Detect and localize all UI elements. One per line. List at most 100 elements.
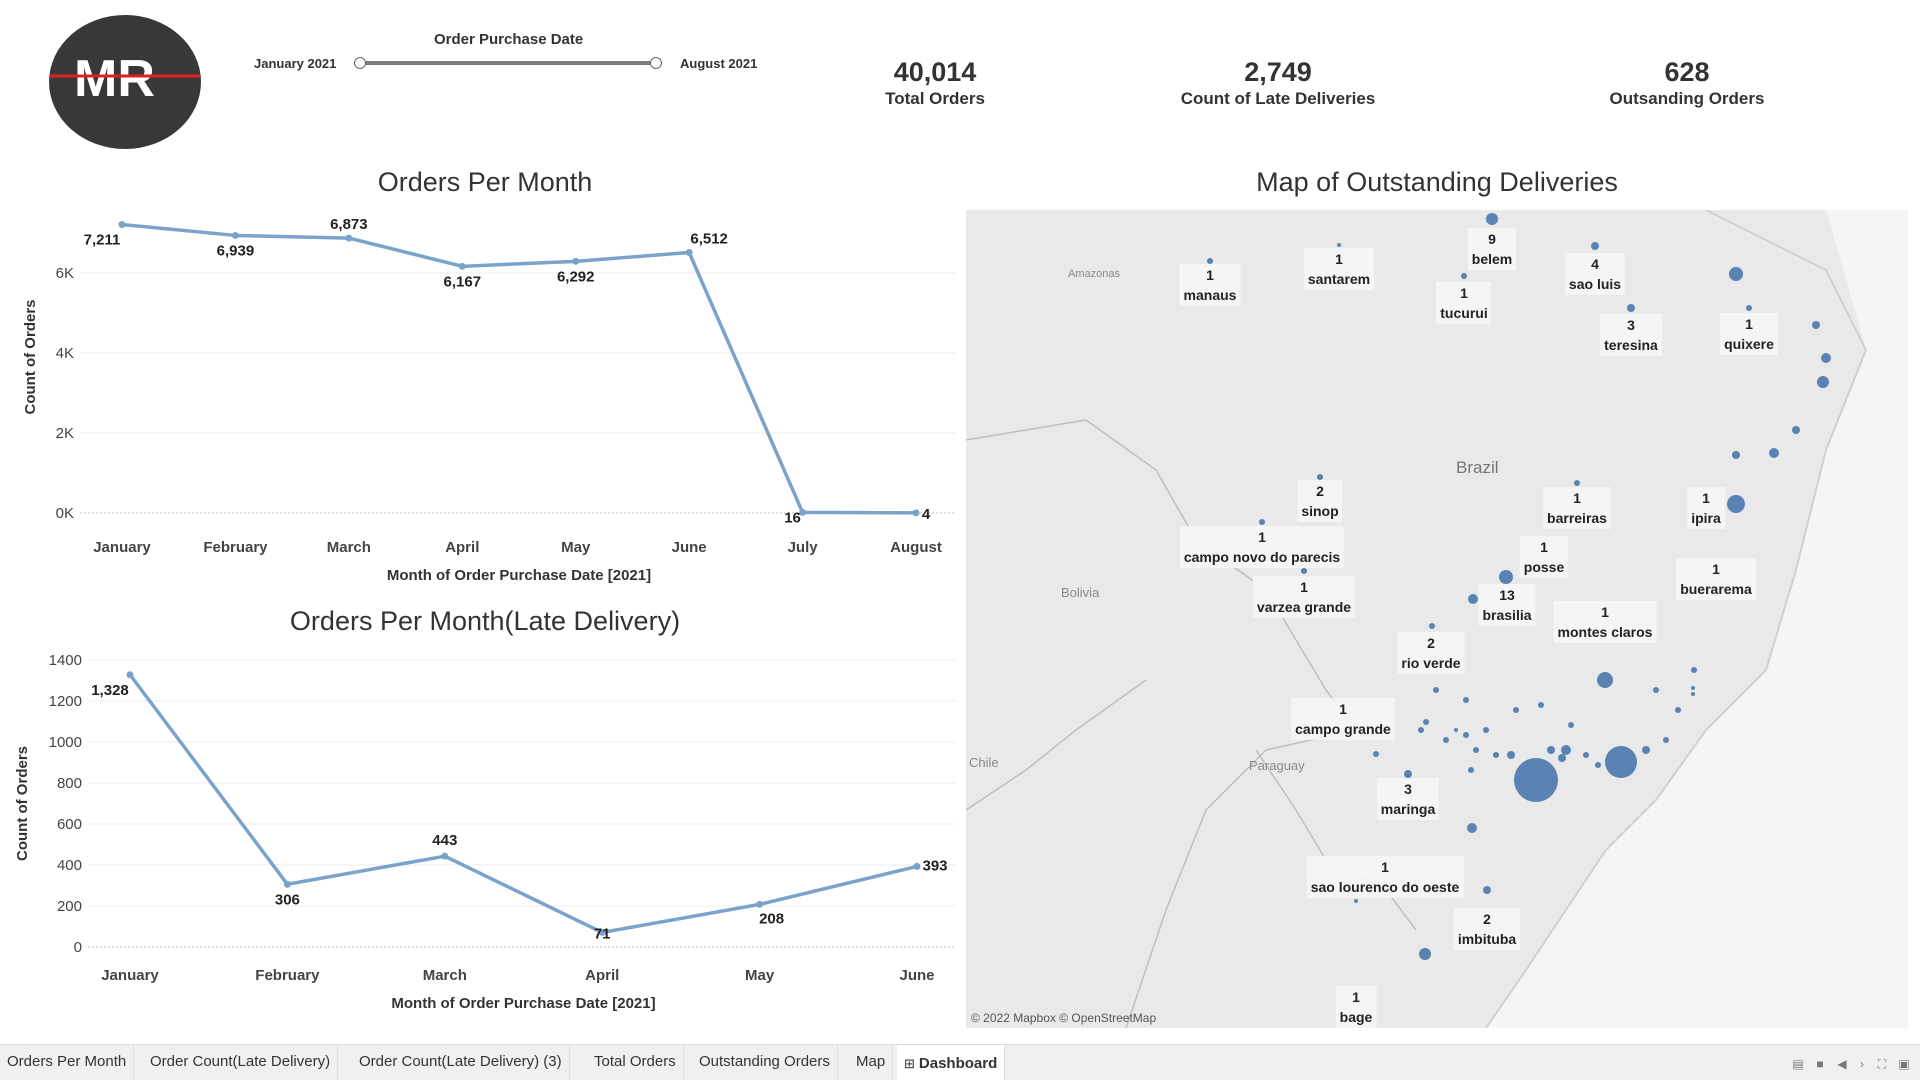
map-callout-belem[interactable]: 9 belem: [1467, 228, 1517, 270]
map-point[interactable]: [1513, 707, 1519, 713]
map-point[interactable]: [1574, 480, 1580, 486]
data-point[interactable]: [441, 852, 449, 860]
map-callout-sinop[interactable]: 2 sinop: [1297, 480, 1343, 522]
map-point[interactable]: [1468, 594, 1478, 604]
map-point[interactable]: [1468, 767, 1474, 773]
map-point[interactable]: [1732, 451, 1740, 459]
map-point[interactable]: [1433, 687, 1439, 693]
data-point[interactable]: [598, 928, 606, 936]
map-point[interactable]: [1404, 770, 1412, 778]
map-point[interactable]: [1568, 722, 1574, 728]
map-callout-campo-novo-do-parecis[interactable]: 1 campo novo do parecis: [1179, 526, 1345, 568]
data-point[interactable]: [458, 262, 466, 270]
map-callout-varzea-grande[interactable]: 1 varzea grande: [1252, 576, 1356, 618]
map-point[interactable]: [1817, 376, 1829, 388]
map-callout-sao-lourenco-do-oeste[interactable]: 1 sao lourenco do oeste: [1306, 856, 1464, 898]
map-callout-barreiras[interactable]: 1 barreiras: [1543, 487, 1611, 529]
map-point[interactable]: [1483, 727, 1489, 733]
map-callout-campo-grande[interactable]: 1 campo grande: [1291, 698, 1395, 740]
date-filter-end-handle[interactable]: [650, 57, 662, 69]
map-callout-quixere[interactable]: 1 quixere: [1720, 313, 1778, 355]
map-callout-sao-luis[interactable]: 4 sao luis: [1564, 253, 1626, 295]
map-point[interactable]: [1443, 737, 1449, 743]
map-point[interactable]: [1467, 823, 1477, 833]
map-callout-teresina[interactable]: 3 teresina: [1600, 314, 1662, 356]
map-point[interactable]: [1207, 258, 1213, 264]
map-point[interactable]: [1769, 448, 1779, 458]
map-callout-bage[interactable]: 1 bage: [1335, 986, 1377, 1028]
map-point[interactable]: [1419, 948, 1431, 960]
map-point[interactable]: [1691, 686, 1695, 690]
show-filmstrip-icon[interactable]: ■: [1816, 1057, 1824, 1071]
map-point[interactable]: [1538, 702, 1544, 708]
map-callout-ipira[interactable]: 1 ipira: [1687, 487, 1725, 529]
data-point[interactable]: [283, 880, 291, 888]
map-callout-maringa[interactable]: 3 maringa: [1376, 778, 1440, 820]
map-point[interactable]: [1499, 570, 1513, 584]
data-point[interactable]: [126, 671, 134, 679]
data-point[interactable]: [912, 509, 920, 517]
data-point[interactable]: [799, 508, 807, 516]
map-point[interactable]: [1514, 758, 1558, 802]
map-point[interactable]: [1461, 273, 1467, 279]
map-point[interactable]: [1423, 719, 1429, 725]
map-point[interactable]: [1591, 242, 1599, 250]
map-point[interactable]: [1493, 752, 1499, 758]
next-sheet-icon[interactable]: ›: [1860, 1057, 1864, 1071]
map-callout-brasilia[interactable]: 13 brasilia: [1478, 584, 1536, 626]
tab-orders-per-month[interactable]: Orders Per Month: [0, 1045, 135, 1080]
map-point[interactable]: [1691, 667, 1697, 673]
map-point[interactable]: [1792, 426, 1800, 434]
tab-order-count-late-delivery[interactable]: Order Count(Late Delivery): [143, 1045, 339, 1080]
data-point[interactable]: [572, 257, 580, 265]
date-filter-track[interactable]: [360, 61, 656, 65]
map-point[interactable]: [1558, 754, 1566, 762]
show-sheet-sorter-icon[interactable]: ▤: [1792, 1057, 1804, 1071]
map-point[interactable]: [1473, 747, 1479, 753]
tab-total-orders[interactable]: Total Orders: [587, 1045, 684, 1080]
map-point[interactable]: [1418, 727, 1424, 733]
map-point[interactable]: [1812, 321, 1820, 329]
map-point[interactable]: [1259, 519, 1265, 525]
tab-dashboard[interactable]: ⊞ Dashboard: [897, 1045, 1006, 1080]
map-point[interactable]: [1597, 672, 1613, 688]
map-point[interactable]: [1627, 304, 1635, 312]
map-point[interactable]: [1583, 752, 1589, 758]
map-point[interactable]: [1463, 697, 1469, 703]
data-point[interactable]: [913, 862, 921, 870]
tab-order-count-late-delivery-3[interactable]: Order Count(Late Delivery) (3): [352, 1045, 570, 1080]
map-point[interactable]: [1595, 762, 1601, 768]
date-filter-start-handle[interactable]: [354, 57, 366, 69]
map-point[interactable]: [1821, 353, 1831, 363]
map-point[interactable]: [1483, 886, 1491, 894]
map-point[interactable]: [1429, 623, 1435, 629]
data-point[interactable]: [118, 221, 126, 229]
map-point[interactable]: [1463, 732, 1469, 738]
map-callout-buerarema[interactable]: 1 buerarema: [1676, 558, 1756, 600]
map-point[interactable]: [1301, 568, 1307, 574]
map-point[interactable]: [1373, 751, 1379, 757]
map-point[interactable]: [1663, 737, 1669, 743]
map-callout-manaus[interactable]: 1 manaus: [1179, 264, 1241, 306]
map-point[interactable]: [1337, 243, 1341, 247]
map-callout-santarem[interactable]: 1 santarem: [1303, 248, 1375, 290]
data-point[interactable]: [685, 249, 693, 257]
map-point[interactable]: [1729, 267, 1743, 281]
map-callout-rio-verde[interactable]: 2 rio verde: [1397, 632, 1465, 674]
map-callout-tucurui[interactable]: 1 tucurui: [1436, 282, 1492, 324]
map-point[interactable]: [1746, 305, 1752, 311]
previous-sheet-icon[interactable]: ◀: [1837, 1057, 1847, 1071]
map-callout-posse[interactable]: 1 posse: [1519, 536, 1569, 578]
map-point[interactable]: [1507, 751, 1515, 759]
outstanding-deliveries-map[interactable]: Brazil Bolivia Paraguay Chile Amazonas 1…: [966, 210, 1908, 1028]
map-point[interactable]: [1547, 746, 1555, 754]
data-point[interactable]: [756, 900, 764, 908]
map-point[interactable]: [1675, 707, 1681, 713]
fullscreen-icon[interactable]: ⛶: [1877, 1057, 1887, 1071]
map-point[interactable]: [1354, 899, 1358, 903]
map-point[interactable]: [1605, 746, 1637, 778]
map-point[interactable]: [1486, 213, 1498, 225]
tab-outstanding-orders[interactable]: Outstanding Orders: [692, 1045, 838, 1080]
map-point[interactable]: [1317, 474, 1323, 480]
map-point[interactable]: [1691, 692, 1695, 696]
